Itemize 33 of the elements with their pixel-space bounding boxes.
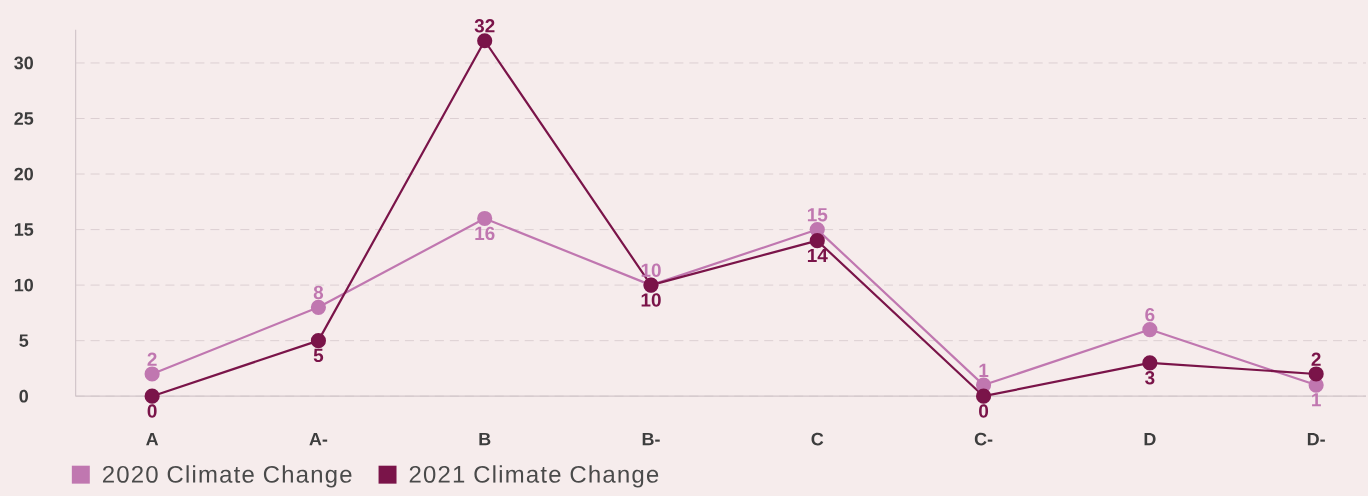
x-tick-label: D- [1307,432,1325,446]
x-tick-label: B- [642,432,660,446]
x-tick-label: B [479,432,491,446]
y-tick-label: 25 [14,112,34,125]
data-label: 15 [807,208,828,222]
data-label: 3 [1145,371,1155,385]
y-tick-label: 5 [19,334,29,347]
x-tick-label: A- [309,432,328,446]
data-label: 10 [641,293,661,307]
data-label: 16 [475,226,495,241]
data-label: 2 [147,352,157,366]
data-label: 0 [979,404,989,418]
x-tick-label: A [146,432,159,446]
legend-label: 2020 Climate Change [102,465,352,488]
data-label: 10 [641,263,661,277]
data-label: 0 [147,404,157,418]
y-tick-label: 30 [14,56,33,70]
x-tick-label: C- [974,432,993,446]
y-tick-label: 15 [14,223,34,236]
x-tick-label: D [1144,432,1156,446]
data-label: 8 [313,285,324,300]
legend-label: 2021 Climate Change [409,465,659,488]
data-label: 6 [1145,307,1155,322]
data-label: 32 [474,19,495,33]
data-label: 1 [979,363,989,377]
y-tick-label: 0 [19,389,28,403]
data-label: 1 [1312,393,1321,407]
x-tick-label: C [811,432,824,446]
data-label: 2 [1311,352,1321,366]
y-tick-label: 10 [14,278,33,292]
data-label: 5 [313,348,324,363]
data-label: 14 [807,248,828,262]
y-tick-label: 20 [14,167,33,181]
